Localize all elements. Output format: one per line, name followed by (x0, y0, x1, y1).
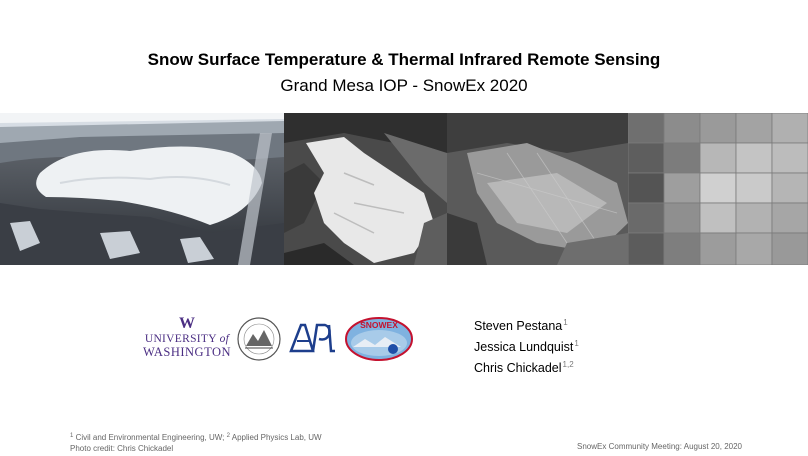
meeting-info: SnowEx Community Meeting: August 20, 202… (577, 442, 742, 451)
slide-title: Snow Surface Temperature & Thermal Infra… (147, 50, 661, 69)
uw-logo: W UNIVERSITY of WASHINGTON (142, 316, 232, 358)
visible-satellite-image (284, 113, 447, 265)
snowex-logo: SNOWEX (345, 317, 413, 366)
uw-logo-line1: UNIVERSITY of (144, 333, 230, 345)
author-list: Steven Pestana1 Jessica Lundquist1 Chris… (474, 314, 579, 377)
footnote: 1 Civil and Environmental Engineering, U… (70, 431, 322, 454)
uw-w-mark: W (179, 315, 195, 332)
photo-credit: Photo credit: Chris Chickadel (70, 443, 174, 453)
thermal-image (447, 113, 628, 265)
slide-subtitle: Grand Mesa IOP - SnowEx 2020 (280, 76, 528, 95)
apl-logo (289, 321, 335, 360)
aerial-photo (0, 113, 284, 265)
author-item: Jessica Lundquist1 (474, 339, 579, 354)
uw-logo-line2: WASHINGTON (142, 344, 232, 359)
author-item: Steven Pestana1 (474, 318, 568, 333)
cee-seal-logo (236, 316, 282, 367)
author-item: Chris Chickadel1,2 (474, 360, 574, 375)
affiliations-footnote: 1 Civil and Environmental Engineering, U… (70, 433, 322, 442)
snowex-logo-text: SNOWEX (360, 320, 398, 330)
image-strip (0, 113, 808, 265)
coarse-thermal-image (628, 113, 808, 265)
